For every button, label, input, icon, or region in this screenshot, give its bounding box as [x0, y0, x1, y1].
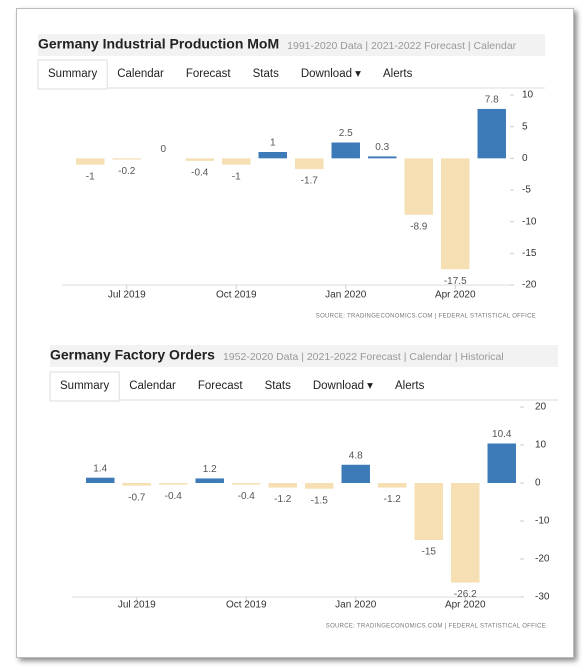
data-label: -0.4	[165, 491, 183, 502]
bar	[441, 158, 470, 270]
tab[interactable]: Stats	[253, 68, 279, 80]
tab[interactable]: Summary	[60, 380, 109, 392]
bar	[112, 158, 141, 160]
bar	[305, 483, 334, 489]
y-tick-label: 0	[535, 478, 541, 489]
data-label: -1.2	[274, 494, 292, 505]
tab[interactable]: Alerts	[395, 380, 425, 392]
data-label: 7.8	[485, 95, 499, 106]
chart-subtitle: 1952-2020 Data | 2021-2022 Forecast | Ca…	[223, 351, 504, 363]
tab[interactable]: Alerts	[383, 68, 413, 80]
data-label: 0	[160, 144, 166, 155]
data-label: -1.7	[301, 176, 319, 187]
tab[interactable]: Calendar	[117, 68, 164, 80]
data-label: -1	[232, 171, 241, 182]
data-label: -17.5	[444, 276, 467, 287]
tab-active	[49, 371, 120, 402]
bar	[368, 156, 397, 159]
data-label: -0.4	[238, 491, 256, 502]
bar	[195, 478, 224, 483]
y-tick-label: -5	[522, 185, 531, 196]
bar	[159, 483, 188, 485]
data-label: 4.8	[349, 450, 363, 461]
bar	[295, 158, 324, 170]
bar	[76, 158, 105, 165]
bar	[487, 443, 516, 483]
x-tick-label: Jan 2020	[325, 290, 367, 301]
data-label: 10.4	[492, 429, 512, 440]
data-label: -8.9	[410, 221, 428, 232]
source: SOURCE: TRADINGECONOMICS.COM | FEDERAL S…	[326, 624, 546, 630]
source: SOURCE: TRADINGECONOMICS.COM | FEDERAL S…	[316, 314, 536, 320]
y-tick-label: -10	[522, 216, 537, 227]
title-bar	[38, 34, 545, 56]
y-tick-label: -15	[522, 248, 537, 259]
x-tick-label: Apr 2020	[445, 600, 486, 611]
data-label: 1	[270, 138, 276, 149]
tab[interactable]: Forecast	[198, 380, 244, 392]
x-tick-label: Apr 2020	[435, 290, 476, 301]
bar	[258, 152, 287, 159]
bar	[222, 158, 251, 165]
x-tick-label: Oct 2019	[216, 290, 257, 301]
bar	[378, 483, 407, 488]
tab[interactable]: Forecast	[186, 68, 232, 80]
tab[interactable]: Download ▾	[313, 380, 373, 392]
bar	[404, 158, 433, 215]
data-label: -0.4	[191, 168, 209, 179]
data-label: -0.2	[118, 166, 136, 177]
tab[interactable]: Summary	[48, 68, 97, 80]
data-label: -0.7	[128, 492, 146, 503]
data-label: 0.3	[375, 142, 389, 153]
data-label: -26.2	[454, 589, 477, 600]
y-tick-label: 0	[522, 153, 528, 164]
y-tick-label: 10	[522, 90, 534, 101]
bar	[331, 142, 360, 159]
bar	[451, 483, 480, 583]
y-tick-label: 20	[535, 402, 547, 413]
bar	[477, 108, 506, 159]
tab[interactable]: Download ▾	[301, 68, 361, 80]
data-label: -1	[86, 171, 95, 182]
bar	[122, 483, 151, 486]
tab-active	[37, 59, 108, 90]
x-tick-label: Jan 2020	[335, 600, 377, 611]
tab[interactable]: Stats	[265, 380, 291, 392]
data-label: -1.5	[311, 495, 329, 506]
bar	[414, 483, 443, 540]
chart-title: Germany Industrial Production MoM	[38, 36, 279, 52]
y-tick-label: -20	[522, 280, 537, 291]
x-tick-label: Oct 2019	[226, 600, 267, 611]
tab[interactable]: Calendar	[129, 380, 176, 392]
data-label: -15	[422, 547, 437, 558]
bar	[232, 483, 261, 485]
data-label: -1.2	[384, 494, 402, 505]
title-bar	[50, 345, 558, 367]
x-tick-label: Jul 2019	[108, 290, 146, 301]
bar	[341, 464, 370, 483]
x-tick-label: Jul 2019	[118, 600, 156, 611]
data-label: 1.2	[203, 464, 217, 475]
bar	[86, 477, 115, 483]
bar	[185, 158, 214, 161]
bar	[268, 483, 297, 488]
y-tick-label: -20	[535, 554, 550, 565]
y-tick-label: 10	[535, 440, 547, 451]
data-label: 2.5	[339, 128, 353, 139]
chart-subtitle: 1991-2020 Data | 2021-2022 Forecast | Ca…	[287, 40, 517, 52]
y-tick-label: -30	[535, 592, 550, 603]
data-label: 1.4	[93, 463, 107, 474]
y-tick-label: -10	[535, 516, 550, 527]
y-tick-label: 5	[522, 121, 528, 132]
chart-title: Germany Factory Orders	[50, 347, 215, 363]
